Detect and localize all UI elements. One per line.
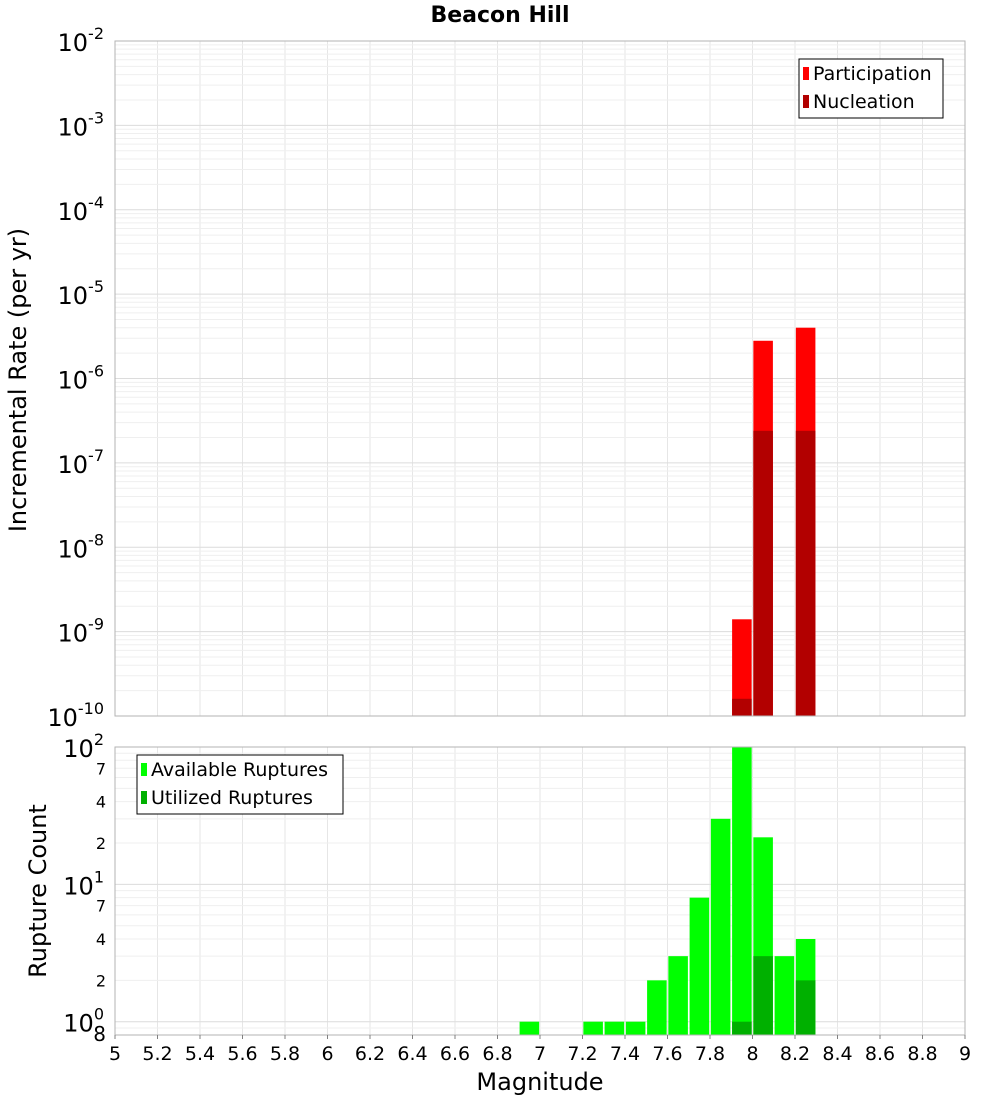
y-axis-label-rate: Incremental Rate (per yr) [4, 228, 32, 532]
legend-swatch-nucleation [803, 95, 809, 108]
bar-nucleation [795, 430, 816, 716]
plots-layer: 10-10 10-9 10-8 10-7 10-6 10-5 10-4 10-3 10-2 Par… [47, 24, 971, 1065]
x-tick-label: 6.2 [355, 1043, 385, 1065]
y-tick-label-top: 10-8 [58, 530, 105, 563]
y-minor-tick-label: 2 [96, 834, 106, 853]
x-tick-label: 5.6 [227, 1043, 257, 1065]
bar-nucleation [753, 430, 773, 716]
x-tick-label: 6 [321, 1043, 333, 1065]
x-tick-label: 6.6 [440, 1043, 470, 1065]
x-tick-label: 5.4 [185, 1043, 215, 1065]
y-tick-label-top: 10-4 [58, 193, 105, 226]
x-tick-label: 8.2 [780, 1043, 810, 1065]
y-tick-label-bottom: 100 [63, 1005, 104, 1038]
legend-swatch-utilized-ruptures [141, 791, 147, 804]
x-tick-label: 8.6 [865, 1043, 895, 1065]
bar-participation [732, 619, 752, 716]
y-tick-label-top: 10-5 [58, 277, 105, 310]
bar-utilized-ruptures [753, 956, 773, 1035]
y-tick-label-top: 10-3 [58, 108, 105, 141]
bar-available-ruptures [732, 747, 752, 1035]
bar-utilized-ruptures [795, 980, 816, 1035]
x-tick-label: 5 [109, 1043, 121, 1065]
bar-available-ruptures [668, 956, 688, 1035]
x-tick-label: 7 [534, 1043, 546, 1065]
legend-swatch-participation [803, 67, 809, 80]
x-tick-label: 8.8 [907, 1043, 937, 1065]
chart-title: Beacon Hill [430, 3, 569, 28]
legend-bottom-box [136, 754, 344, 815]
y-tick-label-top: 10-10 [47, 699, 104, 732]
top-plot-border [114, 40, 966, 717]
bar-nucleation [732, 698, 752, 716]
y-minor-tick-label: 4 [96, 930, 106, 949]
y-tick-label-top: 10-7 [58, 446, 105, 479]
legend-label-nucleation: Nucleation [813, 91, 915, 113]
y-tick-label-bottom: 101 [63, 867, 104, 900]
legend-label-available-ruptures: Available Ruptures [151, 759, 328, 781]
y-minor-tick-label: 8 [93, 1022, 106, 1046]
y-minor-tick-label: 7 [96, 759, 106, 778]
y-tick-label-bottom: 102 [63, 730, 104, 763]
bar-available-ruptures [604, 1021, 625, 1035]
bar-available-ruptures [519, 1021, 540, 1035]
y-axis-label-count: Rupture Count [24, 804, 52, 978]
y-tick-label-top: 10-9 [58, 615, 105, 648]
legend-swatch-available-ruptures [141, 763, 147, 776]
x-tick-label: 5.8 [270, 1043, 300, 1065]
legend-label-participation: Participation [813, 63, 932, 85]
x-tick-label: 6.4 [397, 1043, 427, 1065]
legend-top-box [798, 58, 944, 119]
bar-available-ruptures [625, 1021, 646, 1035]
x-tick-label: 7.8 [695, 1043, 725, 1065]
x-tick-label: 7.2 [567, 1043, 597, 1065]
y-minor-tick-label: 4 [96, 793, 106, 812]
x-tick-label: 8.4 [822, 1043, 852, 1065]
y-minor-tick-label: 7 [96, 897, 106, 916]
x-tick-label: 7.4 [610, 1043, 640, 1065]
y-minor-tick-label: 2 [96, 971, 106, 990]
y-tick-label-top: 10-6 [58, 362, 105, 395]
bar-available-ruptures [689, 897, 710, 1035]
x-tick-label: 6.8 [482, 1043, 512, 1065]
bar-available-ruptures [710, 818, 731, 1035]
y-tick-label-top: 10-2 [58, 24, 105, 57]
bar-available-ruptures [774, 956, 795, 1035]
x-tick-label: 7.6 [652, 1043, 682, 1065]
x-tick-label: 9 [959, 1043, 971, 1065]
bar-available-ruptures [583, 1021, 603, 1035]
bar-available-ruptures [647, 980, 667, 1035]
bar-utilized-ruptures [732, 1021, 752, 1035]
legend-label-utilized-ruptures: Utilized Ruptures [151, 787, 313, 809]
x-axis-label: Magnitude [476, 1068, 603, 1096]
x-tick-label: 5.2 [142, 1043, 172, 1065]
x-tick-label: 8 [746, 1043, 758, 1065]
